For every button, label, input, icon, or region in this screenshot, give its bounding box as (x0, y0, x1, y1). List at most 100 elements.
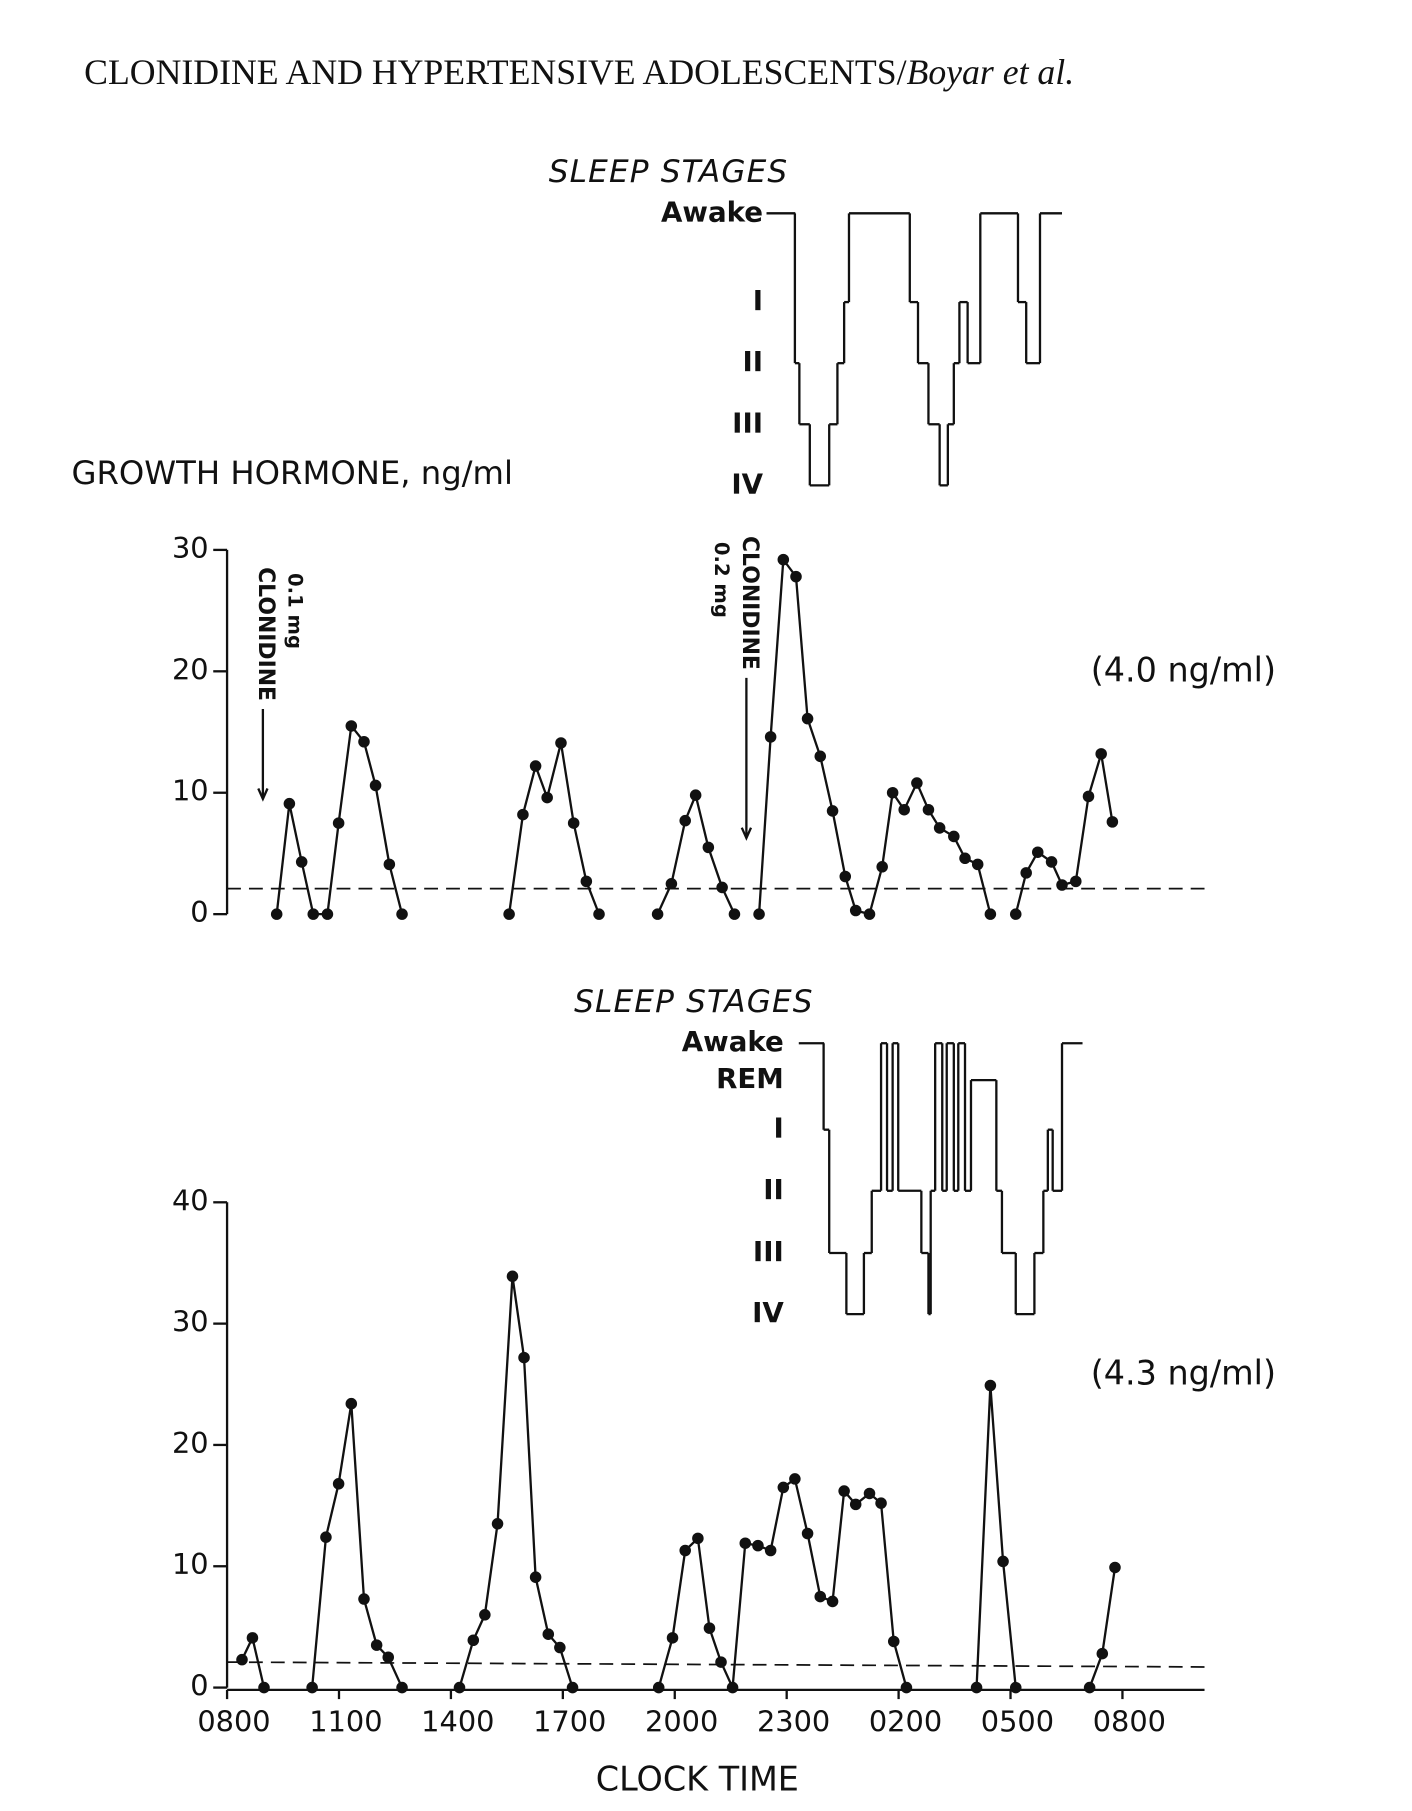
hypnogram-title: SLEEP STAGES (574, 984, 814, 1020)
x-tick-label: 1400 (421, 1704, 494, 1738)
data-point (984, 1379, 997, 1392)
data-point (728, 908, 741, 920)
data-point (826, 1595, 839, 1608)
data-point (236, 1653, 248, 1666)
data-point (567, 817, 580, 829)
data-point (922, 803, 935, 816)
annotation-dose: 0.2 mg (710, 542, 733, 618)
x-axis-label: CLOCK TIME (596, 1759, 799, 1798)
data-point (863, 908, 876, 920)
series-line (275, 556, 1114, 916)
stage-label: I (774, 1112, 784, 1145)
stage-label: III (732, 406, 763, 439)
data-point (295, 856, 308, 868)
x-tick-label: 0500 (981, 1704, 1054, 1738)
data-point (555, 737, 567, 749)
data-point (666, 1632, 679, 1644)
x-tick-label: 0800 (1093, 1704, 1166, 1738)
data-point (1096, 1647, 1109, 1660)
data-point (984, 908, 997, 920)
data-point (1045, 856, 1058, 868)
data-point (270, 908, 283, 920)
data-point (358, 735, 370, 748)
data-point (1106, 816, 1119, 828)
data-point (283, 797, 296, 810)
data-point (258, 1681, 270, 1694)
data-point (886, 786, 899, 799)
data-point (801, 1527, 814, 1540)
x-tick-label: 2000 (645, 1704, 718, 1738)
y-tick-label: 10 (172, 774, 209, 808)
arrow-head (257, 788, 269, 802)
data-point (753, 908, 765, 920)
data-point (716, 881, 728, 894)
data-point (467, 1634, 480, 1647)
data-point (518, 1351, 530, 1364)
data-point (554, 1641, 566, 1654)
data-point (679, 814, 691, 827)
data-point (1031, 846, 1044, 858)
data-point (948, 830, 960, 843)
data-point (580, 875, 593, 888)
data-point (876, 861, 888, 873)
stage-label: III (753, 1235, 784, 1268)
mean-label: (4.3 ng/ml) (1091, 1354, 1276, 1393)
stage-label: I (753, 284, 763, 317)
stage-label: Awake (682, 1025, 784, 1058)
x-tick-label: 1700 (533, 1704, 606, 1738)
data-point (692, 1532, 704, 1545)
y-tick-label: 0 (190, 1669, 208, 1703)
hypnogram-title: SLEEP STAGES (549, 154, 789, 190)
data-point (370, 1639, 383, 1651)
header-authors: Boyar et al. (907, 52, 1075, 92)
data-point (752, 1539, 764, 1552)
stage-label: II (763, 1173, 784, 1206)
mean-label: (4.0 ng/ml) (1091, 651, 1276, 690)
data-point (839, 870, 852, 883)
data-point (396, 908, 408, 920)
data-point (1095, 748, 1107, 760)
data-point (801, 712, 814, 725)
y-tick-label: 30 (172, 531, 209, 565)
data-point (321, 908, 334, 920)
data-point (764, 731, 777, 743)
data-point (911, 777, 923, 789)
data-point (971, 858, 984, 871)
x-tick-label: 1100 (309, 1704, 382, 1738)
data-point (506, 1270, 519, 1283)
data-point (933, 822, 946, 834)
stage-label: REM (716, 1062, 784, 1095)
data-point (1020, 867, 1032, 879)
data-point (306, 1681, 318, 1694)
data-point (849, 904, 862, 917)
y-tick-label: 20 (172, 1426, 209, 1460)
data-point (887, 1635, 900, 1648)
data-point (542, 1628, 555, 1640)
data-point (345, 720, 358, 732)
data-point (789, 1473, 801, 1485)
data-point (651, 908, 664, 920)
data-point (345, 1397, 358, 1410)
arrow-head (740, 827, 753, 841)
data-point (838, 1485, 850, 1497)
data-point (541, 791, 553, 804)
data-point (396, 1681, 408, 1694)
data-point (875, 1497, 887, 1509)
data-point (320, 1531, 332, 1543)
data-point (503, 908, 515, 920)
data-point (529, 1571, 542, 1583)
stage-label: II (742, 345, 763, 378)
data-point (491, 1518, 504, 1530)
data-point (702, 841, 715, 854)
data-point (593, 908, 605, 920)
data-point (1056, 879, 1068, 891)
data-point (814, 1590, 827, 1603)
data-point (726, 1681, 739, 1694)
data-point (826, 805, 839, 817)
data-point (1009, 1681, 1022, 1694)
series-line (240, 1276, 1117, 1693)
data-point (900, 1681, 913, 1694)
x-tick-label: 2300 (757, 1704, 830, 1738)
